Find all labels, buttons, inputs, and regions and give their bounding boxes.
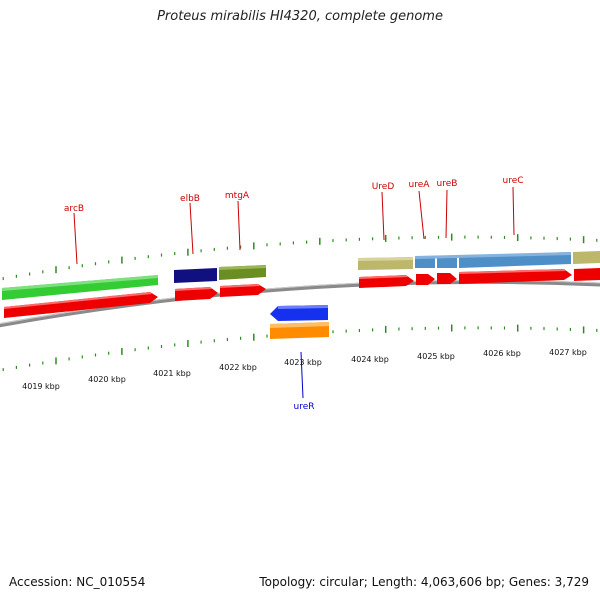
- leader-line: [237, 200, 241, 251]
- outer-tick-ring: [2, 233, 598, 281]
- gene-ureR[interactable]: [270, 305, 328, 321]
- gene-feature-track: [2, 251, 600, 300]
- scale-label: 4025 kbp: [417, 352, 455, 361]
- gene-mtgA-shine: [219, 265, 266, 270]
- gene-UreD-shine: [358, 257, 413, 261]
- gene-ureA[interactable]: [415, 256, 435, 268]
- scale-label: 4021 kbp: [153, 369, 191, 378]
- scale-label: 4027 kbp: [549, 348, 587, 357]
- gene-label-UreD[interactable]: UreD: [372, 182, 395, 192]
- gene-label-ureA[interactable]: ureA: [409, 180, 431, 190]
- leader-line: [512, 186, 515, 236]
- gene-label-mtgA[interactable]: mtgA: [225, 191, 250, 201]
- genome-stats-label: Topology: circular; Length: 4,063,606 bp…: [259, 575, 589, 589]
- scale-labels: 4019 kbp 4020 kbp 4021 kbp 4022 kbp 4023…: [22, 348, 587, 391]
- cds-arcB[interactable]: [4, 292, 158, 318]
- cds-ureB[interactable]: [437, 273, 457, 284]
- leader-line: [73, 212, 78, 265]
- gene-label-arcB[interactable]: arcB: [64, 204, 84, 214]
- gene-label-elbB[interactable]: elbB: [180, 194, 200, 204]
- scale-label: 4019 kbp: [22, 382, 60, 391]
- leader-line: [445, 189, 448, 239]
- scale-label: 4023 kbp: [284, 358, 322, 367]
- leader-line: [381, 191, 385, 241]
- gene-label-ureC[interactable]: ureC: [502, 176, 523, 186]
- cds-ureA[interactable]: [416, 274, 435, 285]
- scale-label: 4022 kbp: [219, 363, 257, 372]
- accession-label: Accession: NC_010554: [9, 575, 146, 589]
- scale-label: 4020 kbp: [88, 375, 126, 384]
- cds-shine: [4, 269, 566, 309]
- gene-elbB[interactable]: [174, 268, 217, 283]
- genome-backbone: [0, 279, 600, 328]
- gene-labels: arcB elbB mtgA UreD ureA ureB ureC ureR: [64, 176, 524, 412]
- genome-title: Proteus mirabilis HI4320, complete genom…: [157, 9, 443, 24]
- gene-label-ureR[interactable]: ureR: [294, 402, 315, 412]
- gene-label-ureB[interactable]: ureB: [437, 179, 458, 189]
- cds-track: [4, 268, 600, 318]
- gene-next[interactable]: [573, 251, 600, 264]
- cds-next[interactable]: [574, 268, 600, 281]
- leader-line: [189, 202, 194, 255]
- gene-ureB[interactable]: [437, 256, 457, 268]
- gene-ureC-shine: [415, 252, 571, 259]
- scale-label: 4024 kbp: [351, 355, 389, 364]
- gene-ureR-shine: [278, 305, 328, 309]
- cds-ureR-shine: [270, 322, 329, 328]
- cds-elbB[interactable]: [175, 287, 218, 301]
- scale-label: 4026 kbp: [483, 349, 521, 358]
- gene-arcB-shine: [2, 275, 158, 291]
- leader-line: [300, 351, 304, 399]
- leader-line: [418, 190, 425, 240]
